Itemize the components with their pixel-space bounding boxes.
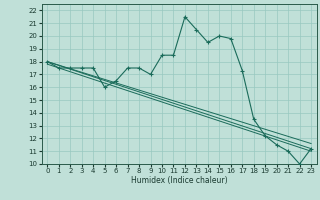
X-axis label: Humidex (Indice chaleur): Humidex (Indice chaleur) — [131, 176, 228, 185]
